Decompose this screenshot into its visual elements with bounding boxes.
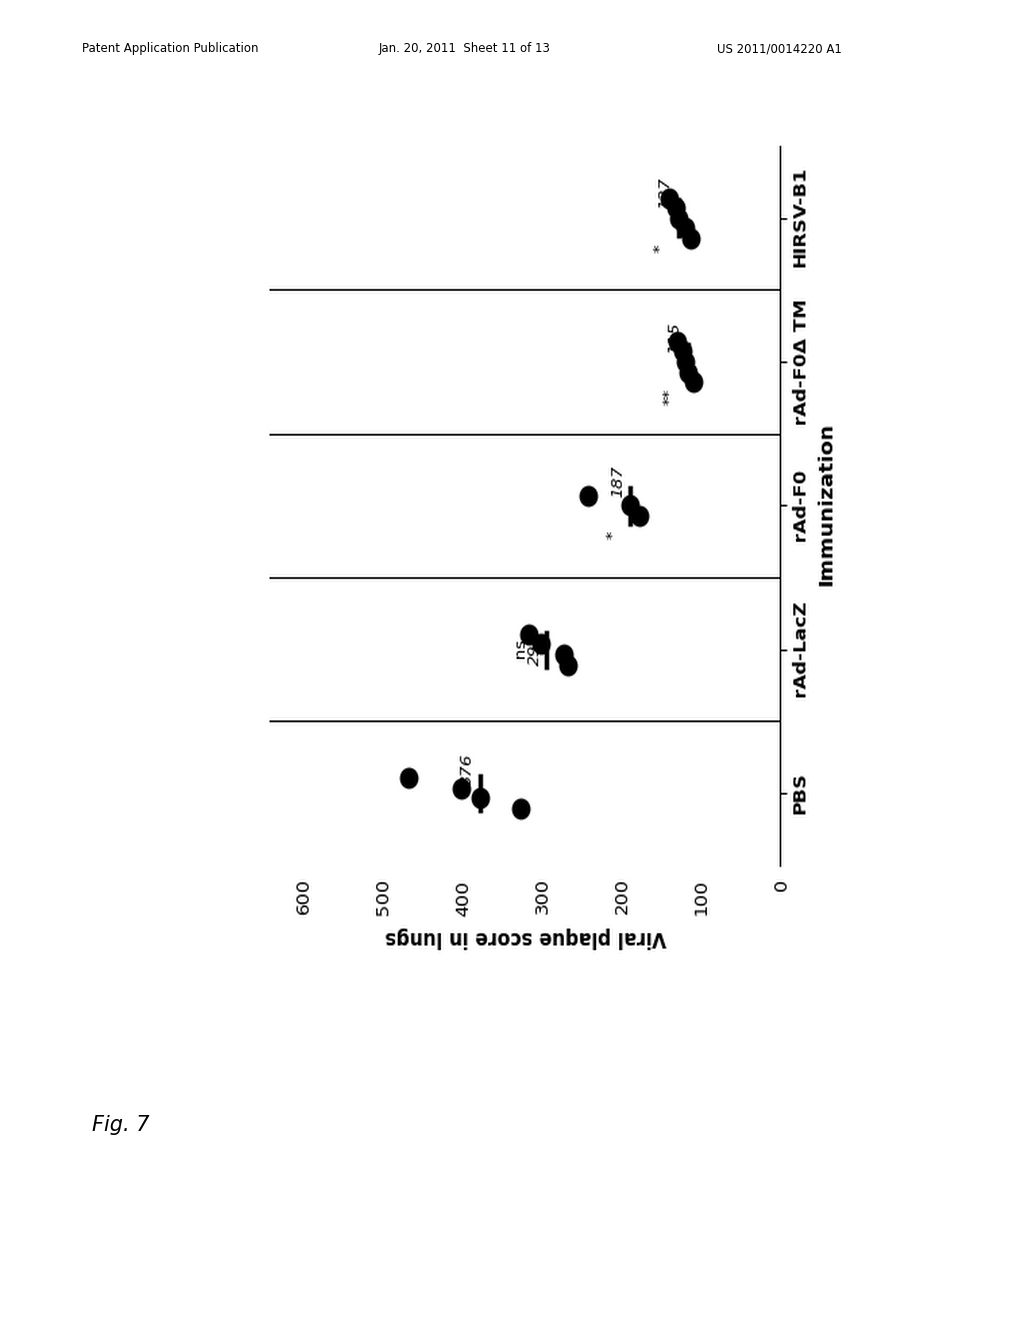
Text: Fig. 7: Fig. 7 — [92, 1115, 150, 1135]
Text: Patent Application Publication: Patent Application Publication — [82, 42, 258, 55]
Text: Jan. 20, 2011  Sheet 11 of 13: Jan. 20, 2011 Sheet 11 of 13 — [379, 42, 551, 55]
Text: US 2011/0014220 A1: US 2011/0014220 A1 — [717, 42, 842, 55]
